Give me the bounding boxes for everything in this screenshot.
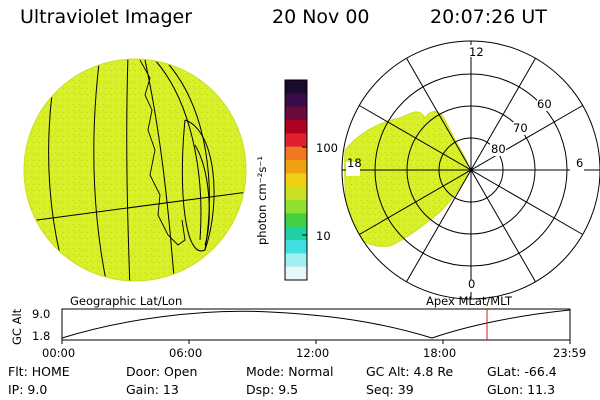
info-filter: Flt: HOME — [8, 364, 70, 379]
info-mode: Mode: Normal — [246, 364, 334, 379]
lat-label-80: 80 — [491, 142, 506, 156]
colorbar-segment — [285, 186, 307, 201]
info-glat: GLat: -66.4 — [487, 364, 557, 379]
altitude-xtick-2359: 23:59 — [553, 346, 587, 360]
observation-date: 20 Nov 00 — [272, 6, 370, 28]
colorbar-segment — [285, 253, 307, 268]
mlt-label-12: 12 — [469, 45, 484, 59]
info-gc-alt: GC Alt: 4.8 Re — [366, 364, 454, 379]
colorbar-segment — [285, 93, 307, 108]
colorbar-segment — [285, 133, 307, 148]
colorbar-segment — [285, 213, 307, 228]
info-ip: IP: 9.0 — [8, 382, 48, 397]
colorbar-segment — [285, 240, 307, 254]
polar-map — [341, 40, 600, 300]
colorbar-segment — [285, 200, 307, 214]
geo-image-disk — [24, 59, 246, 281]
geo-map-label: Geographic Lat/Lon — [70, 294, 183, 308]
mlt-label-0: 0 — [468, 277, 476, 291]
colorbar-segment — [285, 146, 307, 161]
info-dsp: Dsp: 9.5 — [246, 382, 299, 397]
colorbar-tick-100: 100 — [316, 141, 338, 155]
colorbar-frame — [284, 79, 308, 281]
info-door: Door: Open — [126, 364, 198, 379]
lat-label-70: 70 — [513, 121, 528, 135]
colorbar-segment — [285, 160, 307, 174]
info-gain: Gain: 13 — [126, 382, 179, 397]
altitude-ytick-max: 9.0 — [32, 307, 51, 321]
info-glon: GLon: 11.3 — [487, 382, 556, 397]
colorbar-segment — [285, 173, 307, 188]
colorbar — [284, 79, 308, 281]
colorbar-tick-10: 10 — [316, 229, 331, 243]
info-seq: Seq: 39 — [366, 382, 414, 397]
altitude-xtick-0600: 06:00 — [169, 346, 203, 360]
altitude-plot — [61, 308, 571, 344]
colorbar-segment — [285, 120, 307, 134]
altitude-xtick-1800: 18:00 — [423, 346, 457, 360]
colorbar-segment — [285, 80, 307, 94]
altitude-xtick-1200: 12:00 — [296, 346, 330, 360]
mlt-label-18: 18 — [347, 156, 362, 170]
altitude-ytick-min: 1.8 — [32, 329, 51, 343]
geo-grid — [24, 59, 246, 281]
polar-map-label: Apex MLat/MLT — [426, 294, 513, 308]
altitude-xtick-0000: 00:00 — [42, 346, 76, 360]
colorbar-segment — [285, 266, 307, 281]
auroral-oval-region — [344, 111, 469, 247]
lat-label-60: 60 — [537, 97, 552, 111]
polar-grid — [341, 40, 600, 300]
altitude-ylabel: GC Alt — [10, 308, 24, 345]
colorbar-segment — [285, 226, 307, 241]
mlt-label-6: 6 — [576, 156, 584, 170]
geo-map — [23, 58, 247, 282]
instrument-title: Ultraviolet Imager — [20, 6, 193, 28]
observation-time: 20:07:26 UT — [430, 6, 547, 28]
altitude-curve — [61, 309, 571, 339]
colorbar-segment — [285, 106, 307, 121]
colorbar-unit-label: photon cm⁻²s⁻¹ — [255, 156, 269, 245]
